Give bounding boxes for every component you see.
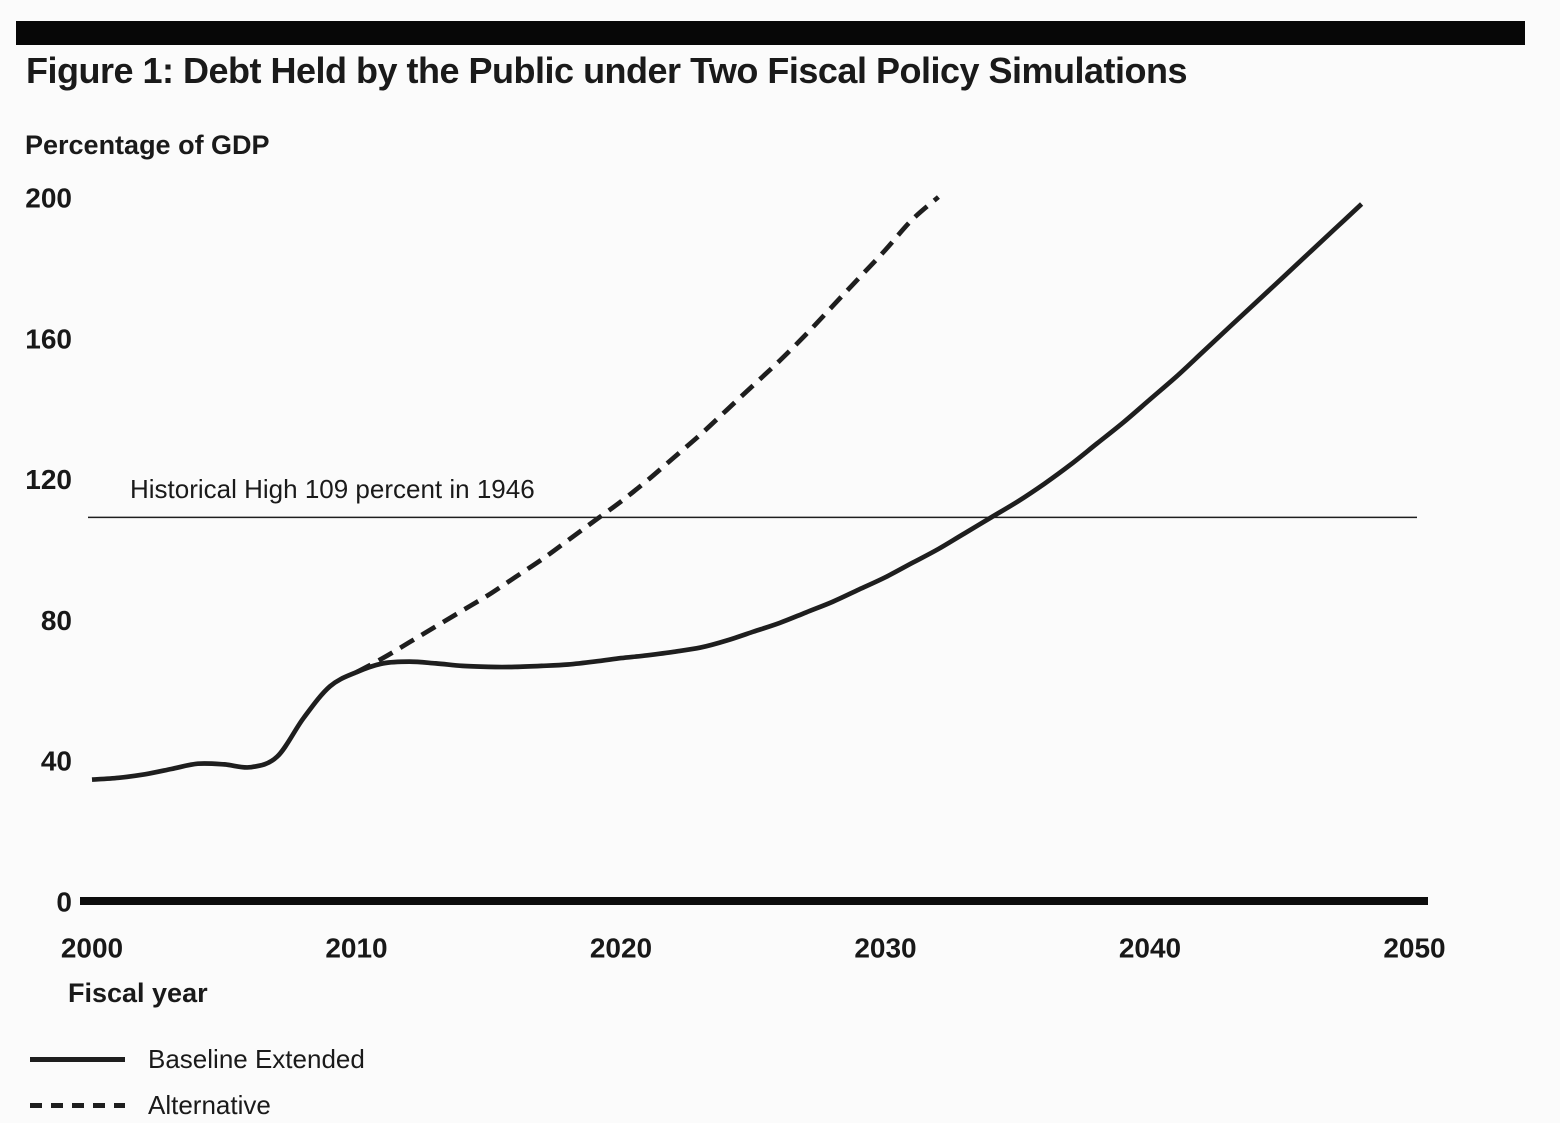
y-tick-label: 0: [56, 887, 72, 918]
x-tick-label: 2030: [854, 933, 916, 964]
y-tick-label: 160: [25, 323, 72, 354]
dashed-line-swatch: [30, 1102, 125, 1108]
series-line-alternative: [355, 195, 940, 675]
x-axis-title: Fiscal year: [68, 978, 208, 1008]
y-tick-label: 40: [41, 746, 72, 777]
top-rule-bar: [16, 21, 1525, 45]
figure-title: Figure 1: Debt Held by the Public under …: [26, 50, 1188, 91]
x-tick-label: 2050: [1383, 933, 1445, 964]
legend-item-alternative: Alternative: [30, 1090, 271, 1120]
y-axis-title: Percentage of GDP: [25, 130, 270, 160]
historical-high-annotation: Historical High 109 percent in 1946: [130, 474, 535, 504]
series-line-baseline-extended: [91, 202, 1364, 782]
y-tick-label: 80: [41, 605, 72, 636]
y-tick-label: 200: [25, 183, 72, 214]
x-tick-label: 2000: [61, 933, 123, 964]
legend-label: Alternative: [148, 1089, 271, 1120]
x-tick-label: 2040: [1119, 933, 1181, 964]
legend-item-baseline-extended: Baseline Extended: [30, 1044, 365, 1074]
solid-line-swatch: [30, 1056, 125, 1062]
legend-label: Baseline Extended: [148, 1043, 365, 1074]
y-tick-label: 120: [25, 464, 72, 495]
x-tick-label: 2020: [590, 933, 652, 964]
x-tick-label: 2010: [325, 933, 387, 964]
